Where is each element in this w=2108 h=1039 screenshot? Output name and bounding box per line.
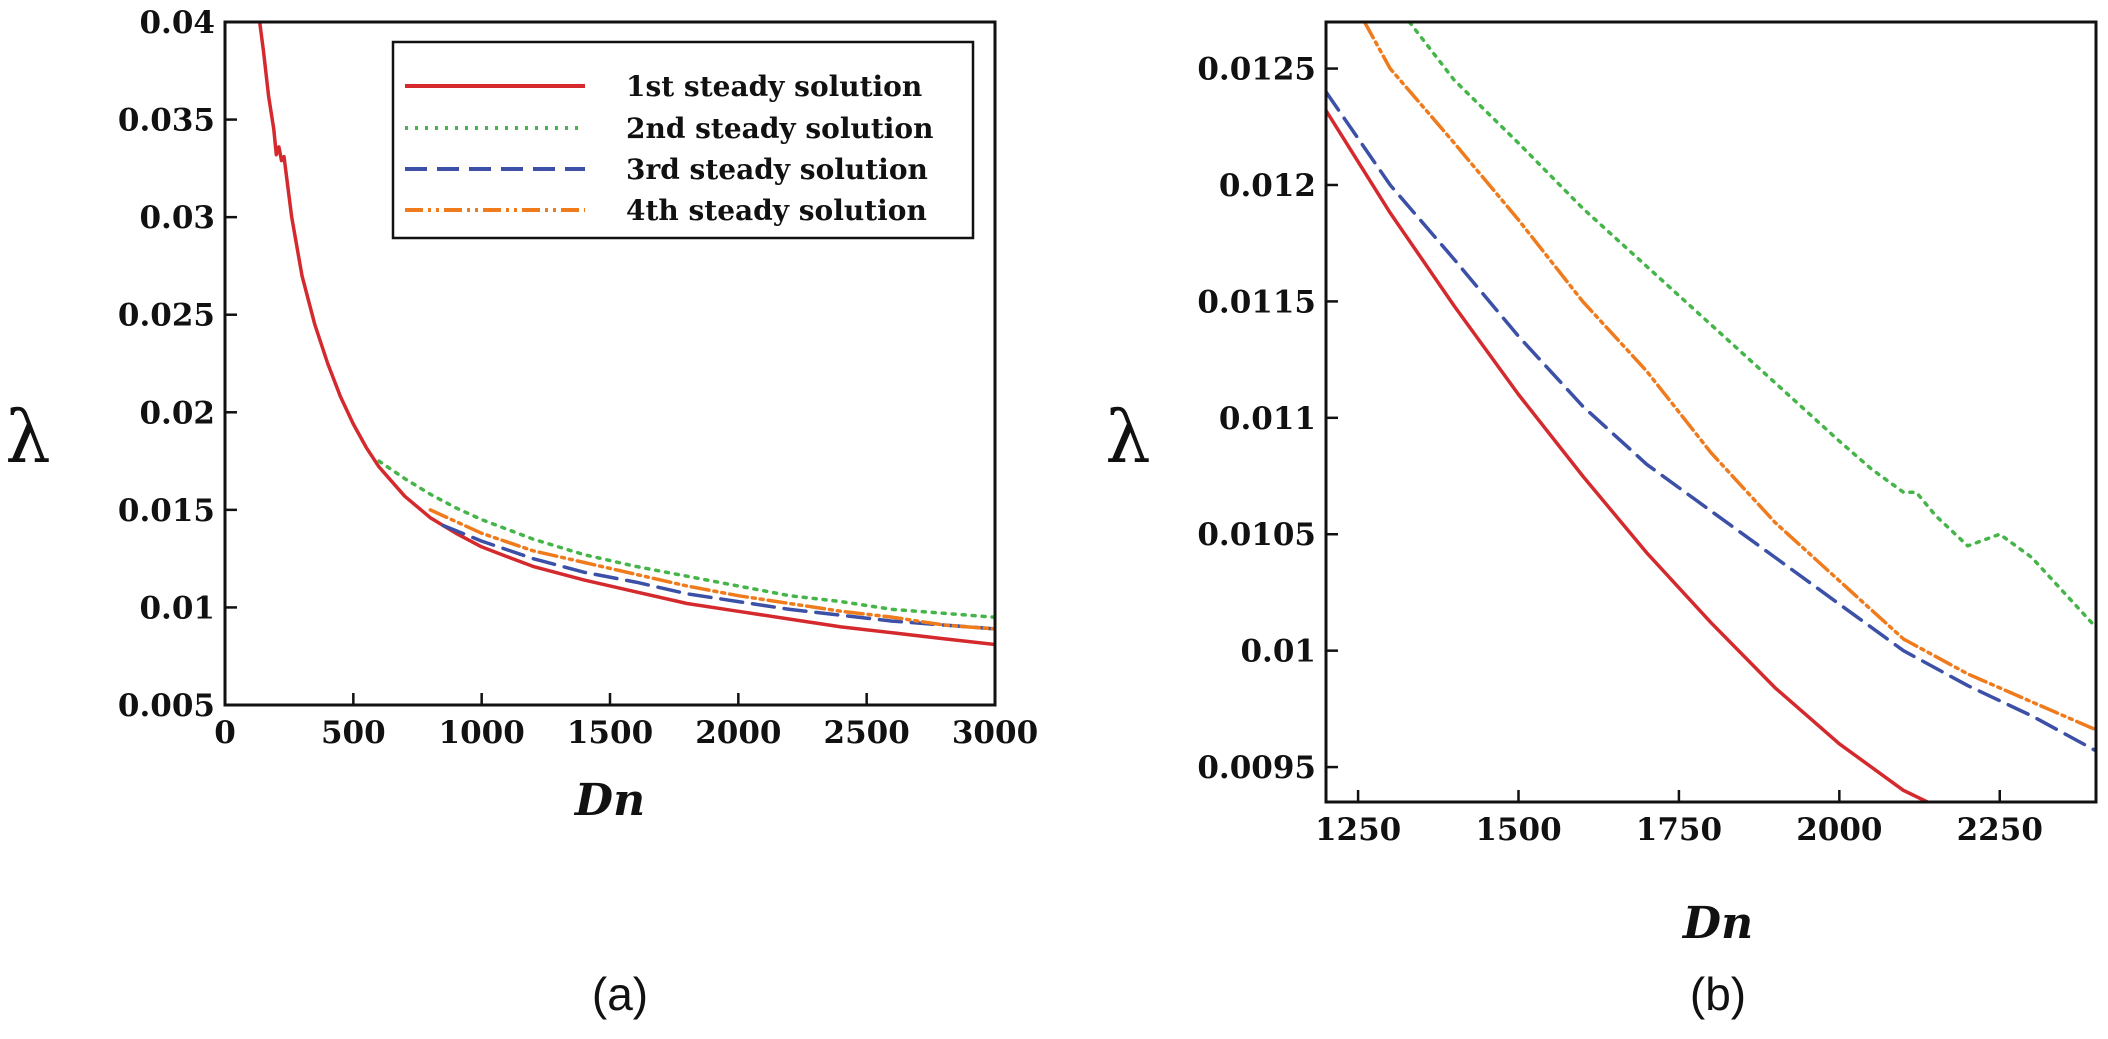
panel-a-y-tick-label: 0.01 bbox=[139, 590, 215, 626]
panel-b-y-tick-label: 0.0115 bbox=[1197, 284, 1316, 320]
panel-b-series-4-line bbox=[1362, 22, 2096, 732]
legend-label-1: 1st steady solution bbox=[626, 70, 922, 103]
panel-b-series-2-line bbox=[1407, 22, 2096, 630]
panel-a-x-tick-label: 1500 bbox=[567, 715, 653, 751]
panel-b-series-3-line bbox=[1326, 90, 2096, 753]
panel-b-frame bbox=[1324, 20, 2098, 804]
panel-b-y-tick-label: 0.0095 bbox=[1197, 750, 1316, 786]
panel-a-y-tick-label: 0.035 bbox=[118, 103, 215, 139]
panel-b-y-tick-label: 0.012 bbox=[1219, 168, 1316, 204]
panel-a-y-tick-label: 0.005 bbox=[118, 688, 215, 724]
panel-a-series-1-line bbox=[257, 22, 995, 647]
panel-a-y-tick-label: 0.03 bbox=[139, 200, 215, 236]
panel-b-y-title: λ bbox=[1105, 395, 1151, 479]
panel-a-x-tick-label: 3000 bbox=[952, 715, 1038, 751]
panel-b-y-tick-label: 0.01 bbox=[1240, 634, 1316, 670]
panel-a-label: (a) bbox=[592, 968, 648, 1020]
panel-a-ticks: 0 500 1000 1500 2000 2500 3000 0.005 0.01 0.015 0.… bbox=[118, 5, 1038, 751]
panel-a-y-title: λ bbox=[5, 395, 51, 479]
panel-a-y-tick-label: 0.025 bbox=[118, 298, 215, 334]
legend-label-4: 4th steady solution bbox=[626, 194, 927, 227]
panel-a-series-3-line bbox=[441, 523, 995, 631]
legend-label-3: 3rd steady solution bbox=[626, 153, 928, 186]
panel-a: 0 500 1000 1500 2000 2500 3000 0.005 0.01 0.015 0.… bbox=[5, 5, 1038, 1020]
panel-b-y-tick-label: 0.0125 bbox=[1197, 52, 1316, 88]
panel-b-y-tick-label: 0.0105 bbox=[1197, 517, 1316, 553]
panel-a-series-2-line bbox=[377, 459, 995, 619]
panel-a-x-tick-label: 0 bbox=[214, 715, 236, 751]
panel-a-y-tick-label: 0.015 bbox=[118, 493, 215, 529]
panel-b-x-tick-label: 2000 bbox=[1796, 812, 1882, 848]
panel-a-series-4-line bbox=[428, 508, 995, 631]
panel-b-x-tick-label: 1500 bbox=[1475, 812, 1561, 848]
legend-label-2: 2nd steady solution bbox=[626, 112, 933, 145]
panel-a-x-title: Dn bbox=[573, 775, 645, 826]
panel-b-series bbox=[1326, 22, 2096, 802]
panel-b-label: (b) bbox=[1690, 968, 1746, 1020]
panel-a-x-tick-label: 2000 bbox=[695, 715, 781, 751]
panel-b-x-title: Dn bbox=[1681, 898, 1753, 949]
panel-b-series-1-line bbox=[1326, 108, 1932, 802]
panel-b: 1250 1500 1750 2000 2250 0.0095 0.01 0.0105 0.01… bbox=[1105, 20, 2098, 1020]
panel-b-ticks: 1250 1500 1750 2000 2250 0.0095 0.01 0.0105 0.01… bbox=[1197, 52, 2043, 848]
panel-b-x-tick-label: 1750 bbox=[1636, 812, 1722, 848]
panel-b-x-tick-label: 1250 bbox=[1315, 812, 1401, 848]
legend-box bbox=[391, 40, 975, 240]
panel-a-x-tick-label: 2500 bbox=[824, 715, 910, 751]
panel-a-y-tick-label: 0.02 bbox=[139, 395, 215, 431]
panel-a-x-tick-label: 1000 bbox=[439, 715, 525, 751]
panel-a-series bbox=[257, 22, 995, 647]
legend: 1st steady solution 2nd steady solution … bbox=[391, 40, 975, 240]
panel-a-y-tick-label: 0.04 bbox=[139, 5, 215, 41]
panel-b-x-tick-label: 2250 bbox=[1957, 812, 2043, 848]
panel-a-x-tick-label: 500 bbox=[321, 715, 386, 751]
panel-b-y-tick-label: 0.011 bbox=[1219, 401, 1316, 437]
